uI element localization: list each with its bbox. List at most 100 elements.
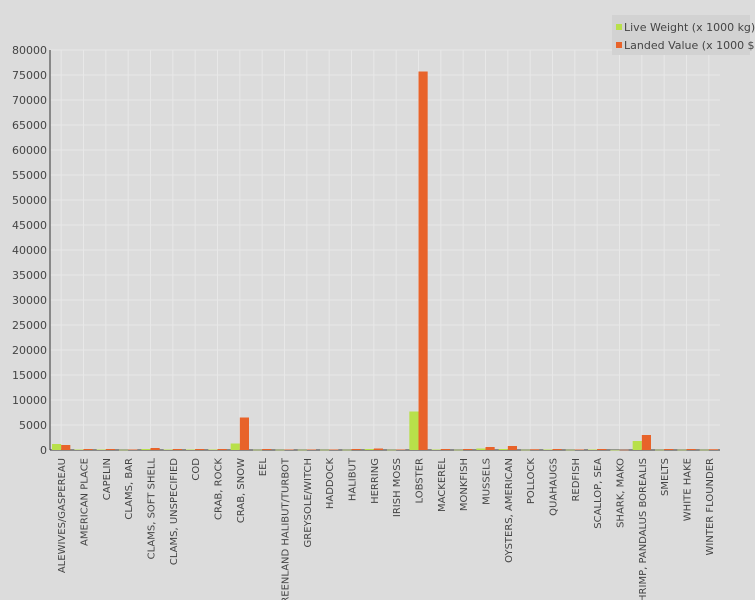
bar-landed-value-x-1000	[284, 449, 294, 450]
bar-live-weight-x-1000-kg	[230, 443, 240, 450]
y-tick-label: 10000	[12, 394, 47, 407]
bar-live-weight-x-1000-kg	[297, 449, 307, 451]
bar-live-weight-x-1000-kg	[498, 449, 508, 450]
bar-live-weight-x-1000-kg	[476, 448, 486, 450]
x-tick-label: COD	[191, 458, 202, 481]
bar-live-weight-x-1000-kg	[141, 449, 151, 450]
y-tick-label: 35000	[12, 269, 47, 282]
x-tick-label: SHRIMP, PANDALUS BOREALIS	[638, 458, 649, 600]
y-tick-label: 40000	[12, 244, 47, 257]
x-tick-label: CRAB, ROCK	[214, 458, 225, 520]
bar-live-weight-x-1000-kg	[342, 449, 352, 451]
legend-swatch-landed-value	[616, 42, 622, 48]
legend-label-landed-value: Landed Value (x 1000 $)	[624, 39, 755, 52]
bar-live-weight-x-1000-kg	[543, 449, 553, 450]
y-tick-label: 60000	[12, 144, 47, 157]
bar-live-weight-x-1000-kg	[52, 444, 62, 450]
bar-landed-value-x-1000	[217, 449, 227, 450]
x-tick-label: SMELTS	[660, 458, 671, 496]
x-tick-label: CLAMS, UNSPECIFIED	[169, 458, 180, 565]
x-tick-label: HALIBUT	[348, 457, 359, 501]
x-tick-label: REDFISH	[571, 458, 582, 502]
y-tick-label: 20000	[12, 344, 47, 357]
bar-landed-value-x-1000	[619, 449, 629, 451]
x-tick-label: POLLOCK	[526, 458, 537, 505]
y-tick-labels: 0 5000 10000 15000 20000 25000 30000 35000 40000…	[12, 44, 47, 457]
bar-landed-value-x-1000	[262, 449, 272, 450]
x-tick-label: OYSTERS, AMERICAN	[504, 458, 515, 563]
bar-landed-value-x-1000	[61, 445, 71, 450]
x-tick-label: HADDOCK	[325, 458, 336, 510]
bar-landed-value-x-1000	[418, 71, 428, 450]
bar-landed-value-x-1000	[686, 449, 696, 450]
bar-live-weight-x-1000-kg	[186, 449, 196, 450]
bar-landed-value-x-1000	[485, 447, 495, 450]
legend-background	[612, 15, 750, 55]
legend: Live Weight (x 1000 kg) Landed Value (x …	[612, 15, 755, 55]
bar-landed-value-x-1000	[641, 435, 651, 450]
bar-live-weight-x-1000-kg	[454, 449, 464, 451]
y-tick-label: 45000	[12, 219, 47, 232]
y-tick-label: 70000	[12, 94, 47, 107]
bar-landed-value-x-1000	[507, 446, 517, 450]
x-tick-label: MONKFISH	[459, 458, 470, 511]
x-tick-label: EEL	[258, 458, 269, 477]
bar-landed-value-x-1000	[463, 449, 473, 450]
bar-landed-value-x-1000	[105, 449, 115, 450]
bar-live-weight-x-1000-kg	[163, 449, 173, 450]
x-tick-label: CAPELIN	[102, 458, 113, 500]
bar-live-weight-x-1000-kg	[677, 449, 687, 451]
x-tick-label: WINTER FLOUNDER	[705, 458, 716, 556]
x-tick-label: ALEWIVES/GASPEREAU	[57, 458, 68, 573]
x-tick-label: MUSSELS	[482, 458, 493, 505]
x-tick-label: CRAB, SNOW	[236, 458, 247, 523]
bar-landed-value-x-1000	[574, 449, 584, 450]
y-tick-label: 75000	[12, 69, 47, 82]
x-tick-label: GREENLAND HALIBUT/TURBOT	[281, 457, 292, 600]
x-tick-label: AMERICAN PLACE	[80, 458, 91, 546]
bar-live-weight-x-1000-kg	[610, 449, 620, 451]
bar-landed-value-x-1000	[150, 448, 160, 450]
bar-landed-value-x-1000	[351, 449, 361, 450]
bar-landed-value-x-1000	[195, 449, 205, 450]
bars	[52, 71, 718, 451]
bar-live-weight-x-1000-kg	[431, 449, 441, 450]
bar-live-weight-x-1000-kg	[655, 449, 665, 451]
x-tick-label: CLAMS, SOFT SHELL	[147, 458, 158, 560]
bar-landed-value-x-1000	[708, 449, 718, 450]
bar-live-weight-x-1000-kg	[699, 449, 709, 451]
x-tick-label: WHITE HAKE	[683, 458, 694, 521]
legend-swatch-live-weight	[616, 24, 622, 30]
y-tick-label: 65000	[12, 119, 47, 132]
x-tick-label: CLAMS, BAR	[124, 458, 135, 520]
x-tick-label: SHARK, MAKO	[616, 458, 627, 528]
bar-landed-value-x-1000	[128, 449, 138, 450]
y-tick-label: 30000	[12, 294, 47, 307]
bar-live-weight-x-1000-kg	[253, 449, 263, 451]
bar-live-weight-x-1000-kg	[565, 449, 575, 451]
bar-live-weight-x-1000-kg	[96, 449, 106, 450]
bar-live-weight-x-1000-kg	[364, 449, 374, 450]
axes	[49, 50, 720, 451]
bar-live-weight-x-1000-kg	[208, 449, 218, 450]
bar-landed-value-x-1000	[306, 449, 316, 450]
legend-label-live-weight: Live Weight (x 1000 kg)	[624, 21, 755, 34]
bar-landed-value-x-1000	[396, 449, 406, 450]
bar-live-weight-x-1000-kg	[521, 449, 531, 451]
x-tick-label: IRISH MOSS	[392, 458, 403, 517]
bar-landed-value-x-1000	[664, 449, 674, 450]
bar-landed-value-x-1000	[597, 449, 607, 450]
y-tick-label: 80000	[12, 44, 47, 57]
bar-landed-value-x-1000	[172, 449, 182, 450]
y-tick-label: 50000	[12, 194, 47, 207]
bar-live-weight-x-1000-kg	[119, 449, 129, 451]
bar-live-weight-x-1000-kg	[632, 441, 642, 450]
x-tick-label: GREYSOLE/WITCH	[303, 458, 314, 547]
bar-landed-value-x-1000	[440, 449, 450, 450]
bar-live-weight-x-1000-kg	[275, 449, 285, 451]
y-tick-label: 55000	[12, 169, 47, 182]
bar-live-weight-x-1000-kg	[74, 449, 84, 450]
bar-landed-value-x-1000	[329, 449, 339, 450]
bar-landed-value-x-1000	[373, 448, 383, 450]
